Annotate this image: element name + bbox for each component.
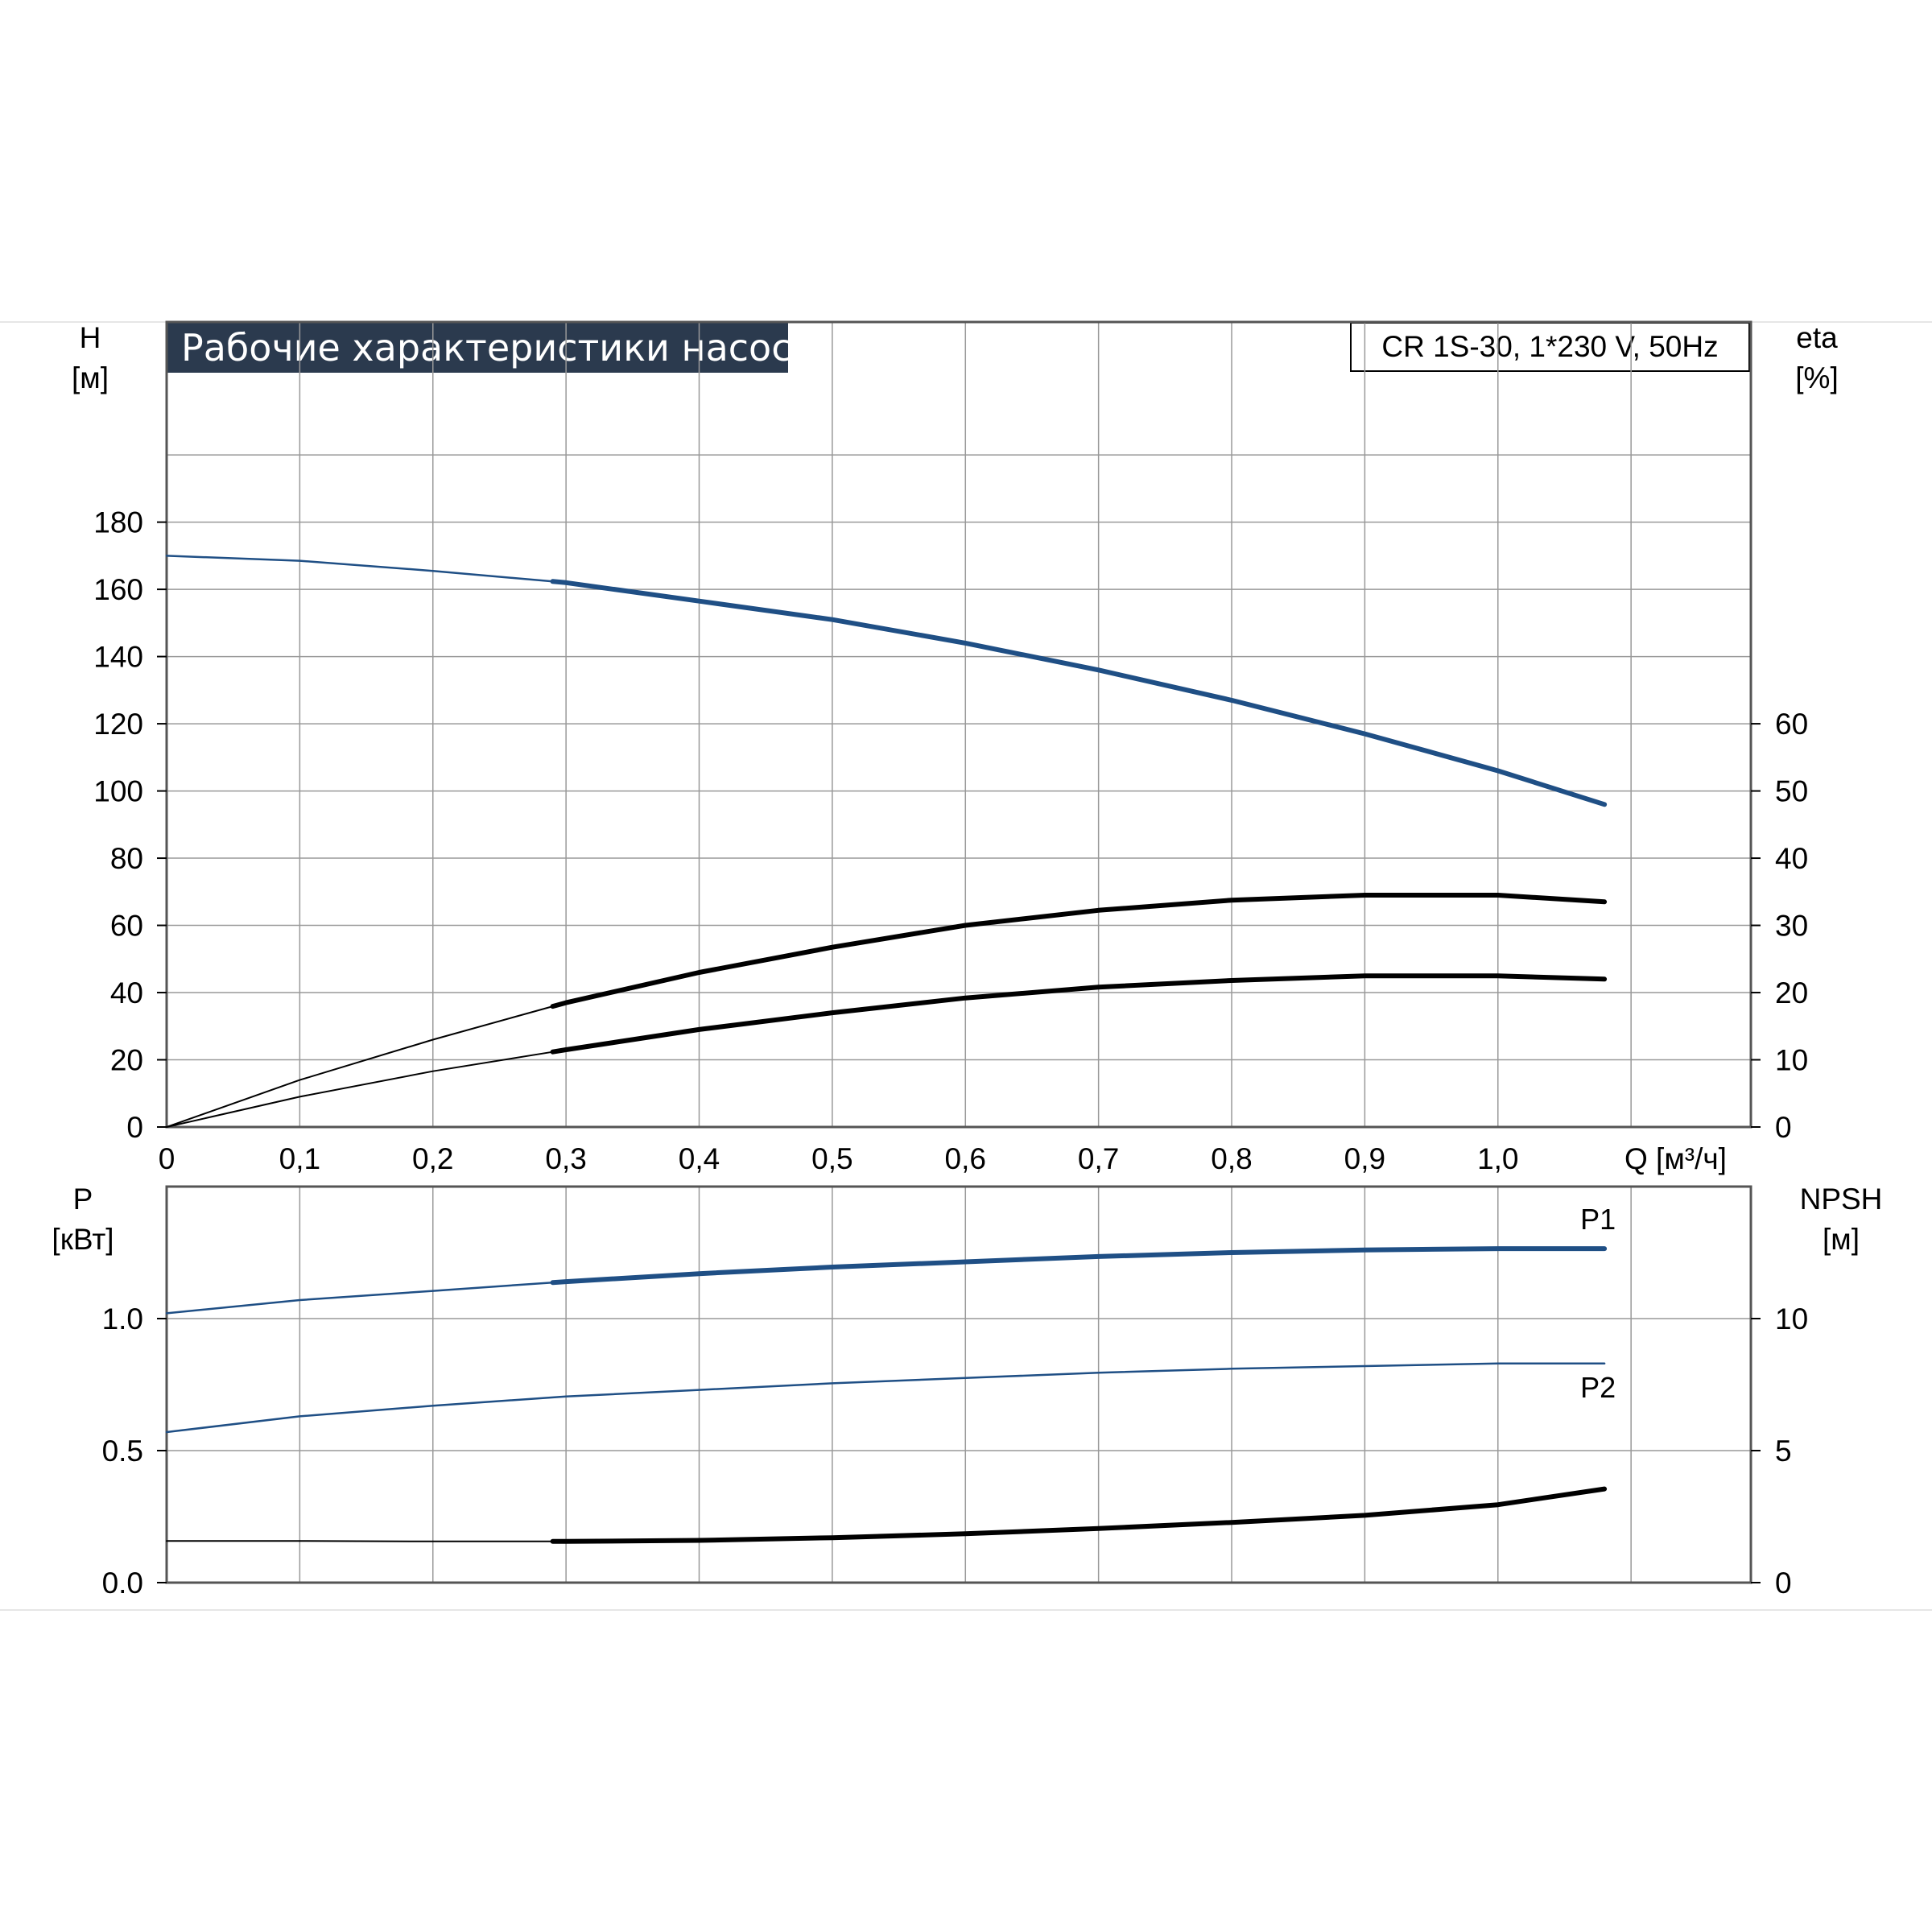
upper-y2-tick-label: 10 — [1775, 1044, 1808, 1077]
p1-curve-thick — [550, 1246, 1608, 1286]
h-axis-label: H — [80, 321, 101, 354]
p-axis-unit: [кВт] — [52, 1223, 114, 1256]
x-tick-label: 0 — [159, 1142, 175, 1175]
upper-y-tick-label: 180 — [93, 506, 143, 539]
upper-y2-tick-label: 50 — [1775, 775, 1808, 808]
upper-series-2-curve-thick — [550, 973, 1608, 1055]
x-tick-label: 0,8 — [1211, 1142, 1252, 1175]
upper-y-tick-label: 160 — [93, 573, 143, 606]
p1-series-label: P1 — [1580, 1203, 1616, 1236]
grid-layer — [157, 320, 1761, 1584]
lower-y2-tick-label: 5 — [1775, 1435, 1792, 1468]
lower-y2-tick-label: 10 — [1775, 1302, 1808, 1335]
series-layer — [165, 555, 1608, 1544]
x-axis-label: Q [м³/ч] — [1624, 1142, 1727, 1175]
x-tick-label: 0,4 — [679, 1142, 720, 1175]
upper-y2-tick-label: 40 — [1775, 842, 1808, 875]
upper-y2-tick-label: 20 — [1775, 976, 1808, 1009]
h-axis-unit: [м] — [72, 361, 109, 394]
upper-y-tick-label: 80 — [110, 842, 143, 875]
x-tick-label: 0,6 — [945, 1142, 986, 1175]
upper-y2-tick-label: 0 — [1775, 1111, 1792, 1144]
lower-y2-tick-label: 0 — [1775, 1567, 1792, 1600]
p-axis-label: P — [73, 1183, 93, 1216]
lower-y-tick-label: 1.0 — [102, 1302, 143, 1335]
upper-y-tick-label: 120 — [93, 708, 143, 741]
x-tick-label: 0,3 — [545, 1142, 586, 1175]
x-tick-label: 0,7 — [1078, 1142, 1119, 1175]
lower-series-2-curve-thin — [166, 1540, 554, 1542]
p2-series-label: P2 — [1580, 1371, 1616, 1404]
upper-panel-frame — [165, 320, 1752, 1129]
x-tick-label: 0,5 — [811, 1142, 852, 1175]
lower-y-tick-label: 0.0 — [102, 1567, 143, 1600]
model-label: CR 1S-30, 1*230 V, 50Hz — [1350, 322, 1750, 372]
p1-curve-thin — [165, 1281, 554, 1315]
eta-axis-unit: [%] — [1795, 361, 1838, 394]
x-tick-label: 0,9 — [1344, 1142, 1385, 1175]
upper-series-1-curve-thick — [550, 893, 1608, 1009]
chart-title: Рабочие характеристики насоса — [167, 323, 815, 373]
upper-y2-tick-label: 30 — [1775, 910, 1808, 943]
lower-y-tick-label: 0.5 — [102, 1435, 143, 1468]
upper-y-tick-label: 40 — [110, 976, 143, 1009]
upper-y-tick-label: 20 — [110, 1044, 143, 1077]
upper-y2-tick-label: 60 — [1775, 708, 1808, 741]
upper-y-tick-label: 140 — [93, 641, 143, 674]
x-tick-label: 1,0 — [1477, 1142, 1518, 1175]
upper-y-tick-label: 60 — [110, 910, 143, 943]
lower-panel-frame — [165, 1185, 1752, 1584]
upper-y-tick-label: 0 — [126, 1111, 143, 1144]
upper-series-2-curve-thin — [166, 1051, 554, 1128]
npsh-axis-unit: [м] — [1823, 1223, 1860, 1256]
npsh-axis-label: NPSH — [1800, 1183, 1883, 1216]
x-tick-label: 0,1 — [279, 1142, 320, 1175]
lower-series-2-curve-thick — [550, 1486, 1608, 1544]
upper-y-tick-label: 100 — [93, 775, 143, 808]
upper-series-1-curve-thin — [166, 1005, 554, 1128]
p2-curve-thin — [165, 1362, 1606, 1434]
x-tick-label: 0,2 — [412, 1142, 453, 1175]
upper-series-0-curve-thick — [550, 579, 1608, 807]
eta-axis-label: eta — [1796, 321, 1838, 354]
upper-series-0-curve-thin — [165, 555, 554, 583]
